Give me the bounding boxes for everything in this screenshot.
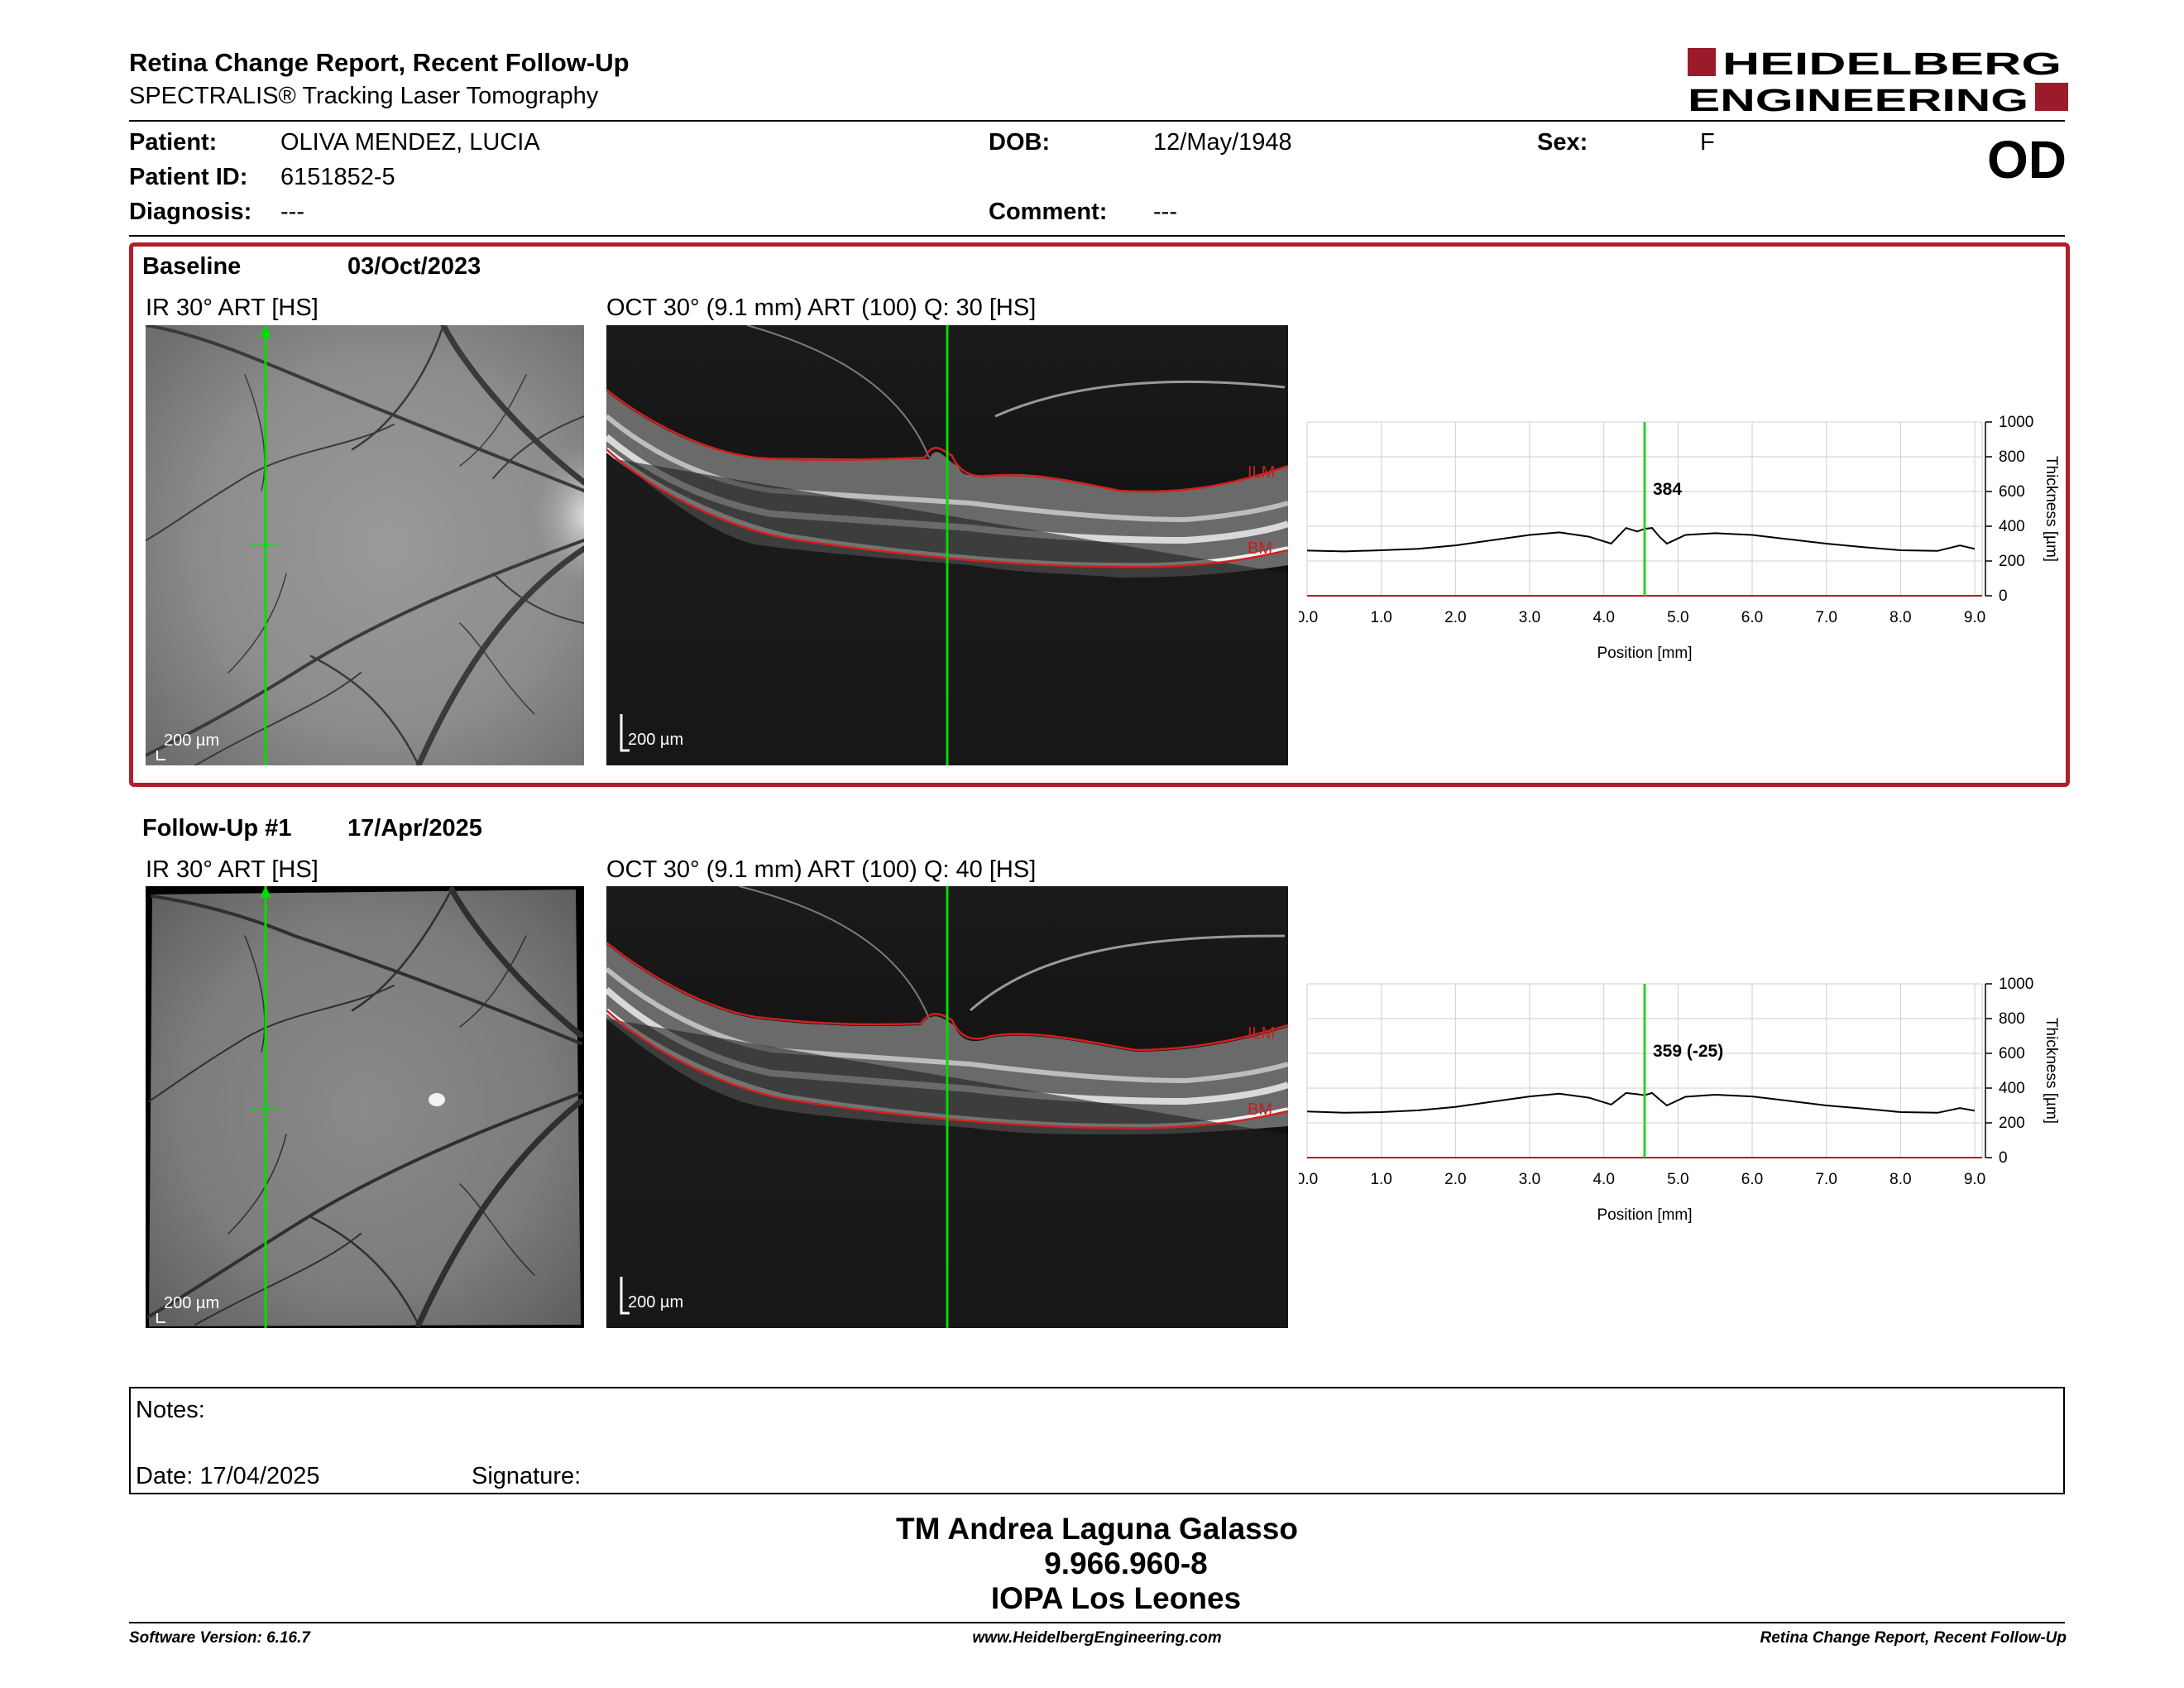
patient-id-label: Patient ID: bbox=[129, 164, 248, 190]
footer-divider bbox=[129, 1622, 2065, 1623]
x-tick-label: 5.0 bbox=[1667, 609, 1688, 626]
y-tick-label: 600 bbox=[1999, 483, 2025, 501]
x-tick-label: 3.0 bbox=[1519, 1171, 1540, 1188]
patient-name: OLIVA MENDEZ, LUCIA bbox=[280, 129, 540, 156]
y-tick-label: 800 bbox=[1999, 448, 2025, 466]
sex-value: F bbox=[1700, 129, 1715, 156]
baseline-ir-caption: IR 30° ART [HS] bbox=[146, 295, 318, 321]
x-tick-label: 9.0 bbox=[1964, 1171, 1985, 1188]
followup-thickness-chart: 0.0 1.0 2.0 3.0 4.0 5.0 6.0 7.0 8.0 9.0 0 200 400 600… bbox=[1296, 967, 2076, 1240]
x-tick-label: 1.0 bbox=[1370, 1171, 1391, 1188]
baseline-label: Baseline bbox=[142, 253, 242, 280]
comment-value: --- bbox=[1153, 199, 1177, 225]
followup-oct-scale: 200 µm bbox=[628, 1293, 684, 1312]
y-tick-label: 600 bbox=[1999, 1045, 2025, 1062]
baseline-chart-svg: 0.0 1.0 2.0 3.0 4.0 5.0 6.0 7.0 8.0 9.0 0 200 400 600… bbox=[1296, 414, 2060, 662]
followup-oct-caption: OCT 30° (9.1 mm) ART (100) Q: 40 [HS] bbox=[606, 856, 1037, 883]
x-tick-label: 1.0 bbox=[1370, 609, 1391, 626]
x-tick-label: 6.0 bbox=[1741, 1171, 1763, 1188]
report-title: Retina Change Report, Recent Follow-Up bbox=[129, 48, 630, 77]
x-tick-label: 6.0 bbox=[1741, 609, 1763, 626]
baseline-thickness-chart: 0.0 1.0 2.0 3.0 4.0 5.0 6.0 7.0 8.0 9.0 0 200 400 600… bbox=[1296, 405, 2076, 679]
patient-divider bbox=[129, 235, 2065, 237]
x-tick-label: 8.0 bbox=[1889, 1171, 1911, 1188]
patient-label: Patient: bbox=[129, 129, 218, 156]
followup-ir-image: 200 µm bbox=[146, 886, 584, 1328]
x-tick-label: 4.0 bbox=[1592, 609, 1614, 626]
followup-ir-scale: 200 µm bbox=[164, 1294, 220, 1312]
patient-id: 6151852-5 bbox=[280, 164, 395, 190]
y-tick-label: 200 bbox=[1999, 553, 2025, 570]
baseline-ir-image: 200 µm bbox=[146, 325, 584, 765]
header-divider bbox=[129, 120, 2065, 122]
y-tick-label: 1000 bbox=[1999, 976, 2033, 993]
baseline-frame bbox=[129, 242, 2070, 787]
followup-oct-image: ILM BM 200 µm bbox=[606, 886, 1288, 1328]
y-tick-label: 1000 bbox=[1999, 414, 2033, 431]
followup-ir-caption: IR 30° ART [HS] bbox=[146, 856, 318, 883]
notes-date: Date: 17/04/2025 bbox=[136, 1463, 320, 1489]
marker-value-label: 359 (-25) bbox=[1653, 1042, 1723, 1061]
baseline-oct-image: ILM BM 200 µm bbox=[606, 325, 1288, 765]
logo-line1: HEIDELBERG bbox=[1722, 47, 2062, 82]
x-axis-label: Position [mm] bbox=[1597, 1206, 1692, 1224]
baseline-oct-scale: 200 µm bbox=[628, 731, 684, 749]
followup-chart-svg: 0.0 1.0 2.0 3.0 4.0 5.0 6.0 7.0 8.0 9.0 0 200 400 600… bbox=[1296, 976, 2060, 1224]
marker-value-label: 384 bbox=[1653, 480, 1682, 499]
signatory-name: TM Andrea Laguna Galasso bbox=[896, 1512, 1298, 1546]
y-tick-label: 800 bbox=[1999, 1010, 2025, 1028]
signature-label: Signature: bbox=[472, 1463, 582, 1489]
x-axis-label: Position [mm] bbox=[1597, 645, 1692, 662]
y-axis-label: Thickness [µm] bbox=[2043, 1018, 2060, 1124]
x-tick-label: 5.0 bbox=[1667, 1171, 1688, 1188]
followup-ilm-label: ILM bbox=[1248, 1024, 1275, 1043]
x-tick-label: 8.0 bbox=[1889, 609, 1911, 626]
x-tick-label: 2.0 bbox=[1444, 609, 1466, 626]
baseline-ir-scale: 200 µm bbox=[164, 731, 220, 750]
website-link[interactable]: www.HeidelbergEngineering.com bbox=[972, 1629, 1222, 1647]
baseline-ilm-label: ILM bbox=[1248, 463, 1275, 482]
y-tick-label: 400 bbox=[1999, 1080, 2025, 1097]
y-tick-label: 400 bbox=[1999, 518, 2025, 535]
footer-report-title: Retina Change Report, Recent Follow-Up bbox=[1760, 1629, 2067, 1647]
y-axis-label: Thickness [µm] bbox=[2043, 456, 2060, 562]
clinic-name: IOPA Los Leones bbox=[990, 1581, 1242, 1615]
thickness-series-line bbox=[1306, 526, 1976, 553]
x-tick-label: 3.0 bbox=[1519, 609, 1540, 626]
signatory-id: 9.966.960-8 bbox=[1044, 1547, 1208, 1580]
diagnosis-value: --- bbox=[280, 199, 304, 225]
dob-label: DOB: bbox=[989, 129, 1051, 156]
x-tick-label: 9.0 bbox=[1964, 609, 1985, 626]
y-tick-label: 0 bbox=[1999, 587, 2008, 605]
diagnosis-label: Diagnosis: bbox=[129, 199, 252, 225]
software-version: Software Version: 6.16.7 bbox=[129, 1629, 310, 1647]
comment-label: Comment: bbox=[989, 199, 1108, 225]
x-tick-label: 0.0 bbox=[1299, 609, 1318, 626]
notes-box[interactable] bbox=[129, 1387, 2065, 1494]
baseline-date: 03/Oct/2023 bbox=[347, 253, 481, 280]
thickness-series-line bbox=[1306, 1091, 1976, 1114]
sex-label: Sex: bbox=[1537, 129, 1588, 156]
baseline-bm-label: BM bbox=[1248, 539, 1272, 558]
x-tick-label: 4.0 bbox=[1592, 1171, 1614, 1188]
followup-label: Follow-Up #1 bbox=[142, 815, 292, 842]
x-tick-label: 7.0 bbox=[1815, 609, 1837, 626]
eye-label: OD bbox=[1987, 130, 2067, 189]
dob-value: 12/May/1948 bbox=[1153, 129, 1292, 156]
y-tick-label: 0 bbox=[1999, 1149, 2008, 1167]
y-tick-label: 200 bbox=[1999, 1115, 2025, 1132]
x-tick-label: 0.0 bbox=[1299, 1171, 1318, 1188]
baseline-oct-caption: OCT 30° (9.1 mm) ART (100) Q: 30 [HS] bbox=[606, 295, 1037, 321]
x-tick-label: 7.0 bbox=[1815, 1171, 1837, 1188]
report-subtitle: SPECTRALIS® Tracking Laser Tomography bbox=[129, 83, 599, 109]
heidelberg-logo: HEIDELBERG ENGINEERING bbox=[1688, 47, 2068, 116]
x-tick-label: 2.0 bbox=[1444, 1171, 1466, 1188]
followup-bm-label: BM bbox=[1248, 1101, 1272, 1119]
followup-date: 17/Apr/2025 bbox=[347, 815, 482, 842]
logo-line2: ENGINEERING bbox=[1688, 84, 2028, 116]
notes-label: Notes: bbox=[136, 1397, 205, 1423]
